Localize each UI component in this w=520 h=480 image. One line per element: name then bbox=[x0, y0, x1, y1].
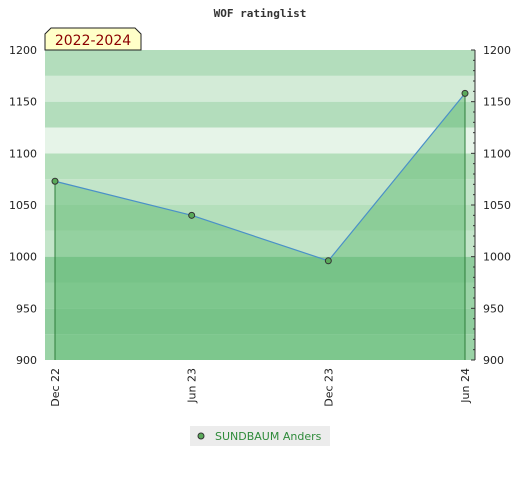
grid-band bbox=[45, 256, 475, 283]
year-badge: 2022-2024 bbox=[44, 27, 142, 51]
x-tick-label: Dec 23 bbox=[322, 368, 335, 407]
y-tick-label-right: 1100 bbox=[483, 147, 511, 160]
grid-band bbox=[45, 282, 475, 309]
y-tick-label-left: 1100 bbox=[9, 147, 37, 160]
year-badge-shape bbox=[44, 27, 142, 51]
grid-band bbox=[45, 179, 475, 205]
grid-band bbox=[45, 75, 475, 102]
y-tick-label-left: 1150 bbox=[9, 96, 37, 109]
background-bands bbox=[45, 50, 475, 360]
area-fill bbox=[55, 93, 465, 361]
y-tick-label-left: 1200 bbox=[9, 44, 37, 57]
y-tick-label-left: 1000 bbox=[9, 251, 37, 264]
legend-marker bbox=[197, 432, 205, 440]
y-tick-label-left: 950 bbox=[16, 302, 37, 315]
data-point bbox=[324, 257, 332, 265]
chart-title: WOF ratinglist bbox=[214, 7, 307, 20]
data-point bbox=[188, 211, 196, 219]
grid-band bbox=[45, 101, 475, 128]
data-point bbox=[51, 177, 59, 185]
legend: SUNDBAUM Anders bbox=[190, 426, 330, 446]
y-tick-label-left: 900 bbox=[16, 354, 37, 367]
y-tick-label-right: 1050 bbox=[483, 199, 511, 212]
series-line-segment bbox=[327, 93, 466, 262]
grid-band bbox=[45, 127, 475, 154]
series-line-segment bbox=[191, 214, 329, 262]
data-point bbox=[461, 89, 469, 97]
series-points bbox=[51, 89, 469, 265]
x-tick-label: Dec 22 bbox=[49, 368, 62, 407]
year-badge-label: 2022-2024 bbox=[55, 33, 131, 49]
series-area bbox=[55, 93, 465, 361]
grid-band bbox=[45, 230, 475, 257]
grid-band bbox=[45, 205, 475, 231]
y-tick-label-right: 900 bbox=[483, 354, 504, 367]
grid-band bbox=[45, 334, 475, 360]
x-tick-label: Jun 23 bbox=[186, 368, 199, 404]
y-tick-label-right: 950 bbox=[483, 302, 504, 315]
grid-band bbox=[45, 153, 475, 180]
y-tick-label-right: 1000 bbox=[483, 251, 511, 264]
y-tick-label-right: 1200 bbox=[483, 44, 511, 57]
series-lines bbox=[54, 93, 466, 360]
y-tick-label-right: 1150 bbox=[483, 96, 511, 109]
grid-band bbox=[45, 308, 475, 335]
y-tick-label-left: 1050 bbox=[9, 199, 37, 212]
y-axis-right: 900 950 1000 1050 1100 1150 1200 bbox=[471, 44, 511, 367]
x-tick-label: Jun 24 bbox=[459, 368, 472, 404]
grid-band bbox=[45, 50, 475, 76]
y-axis-left: 900 950 1000 1050 1100 1150 1200 bbox=[9, 44, 37, 367]
legend-box bbox=[190, 426, 330, 446]
series-line-segment bbox=[54, 180, 192, 216]
x-axis: Dec 22 Jun 23 Dec 23 Jun 24 bbox=[49, 368, 472, 407]
legend-label: SUNDBAUM Anders bbox=[215, 430, 322, 443]
